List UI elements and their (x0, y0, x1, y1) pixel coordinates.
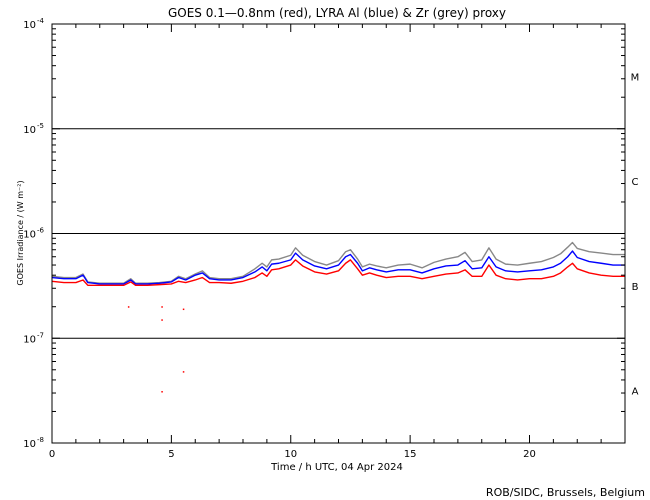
y-tick-base: 10 (23, 439, 36, 450)
y-axis-ticks: 10-810-710-610-510-4 (23, 17, 625, 450)
outlier-point (127, 306, 130, 308)
outlier-points (127, 306, 185, 393)
flare-class-labels: A B C M (631, 72, 640, 397)
x-tick-label: 10 (284, 449, 297, 460)
flare-class-label-c: C (632, 177, 639, 188)
y-axis-label: GOES Irradiance / (W m⁻²) (16, 180, 25, 285)
y-tick-base: 10 (23, 125, 36, 136)
x-tick-label: 5 (168, 449, 174, 460)
y-tick-label: 10 -6 (23, 227, 44, 241)
y-tick-exponent: -7 (37, 331, 44, 339)
y-tick-label: 10 -4 (23, 17, 44, 31)
x-tick-label: 15 (404, 449, 417, 460)
x-tick-label: 0 (49, 449, 55, 460)
credit-text: ROB/SIDC, Brussels, Belgium (486, 486, 645, 499)
series-layer (51, 241, 625, 287)
outlier-point (161, 319, 163, 321)
y-tick-base: 10 (23, 230, 36, 241)
y-tick-exponent: -5 (37, 122, 44, 130)
y-tick-exponent: -4 (37, 17, 45, 25)
outlier-point (161, 391, 163, 393)
x-axis-label: Time / h UTC, 04 Apr 2024 (270, 462, 403, 473)
chart-title: GOES 0.1—0.8nm (red), LYRA Al (blue) & Z… (168, 6, 506, 20)
x-axis-ticks: 0 5 10 15 20 (49, 24, 602, 460)
y-tick-label: 10 -5 (23, 122, 44, 136)
y-tick-base: 10 (23, 20, 36, 31)
flare-class-label-a: A (632, 387, 639, 398)
flare-class-label-m: M (631, 72, 640, 83)
flare-class-lines (52, 128, 625, 339)
y-tick-base: 10 (23, 334, 36, 345)
y-tick-label: 10 -8 (23, 436, 44, 450)
y-tick-label: 10 -7 (23, 331, 44, 345)
outlier-point (161, 306, 163, 308)
series-line-goes-0-1-0-8nm (51, 259, 625, 287)
y-tick-exponent: -6 (37, 227, 45, 235)
x-tick-label: 20 (523, 449, 536, 460)
y-tick-exponent: -8 (37, 436, 44, 444)
series-line-lyra-al-proxy (51, 250, 625, 285)
flare-class-label-b: B (632, 282, 639, 293)
outlier-point (182, 371, 185, 373)
outlier-point (182, 308, 185, 311)
